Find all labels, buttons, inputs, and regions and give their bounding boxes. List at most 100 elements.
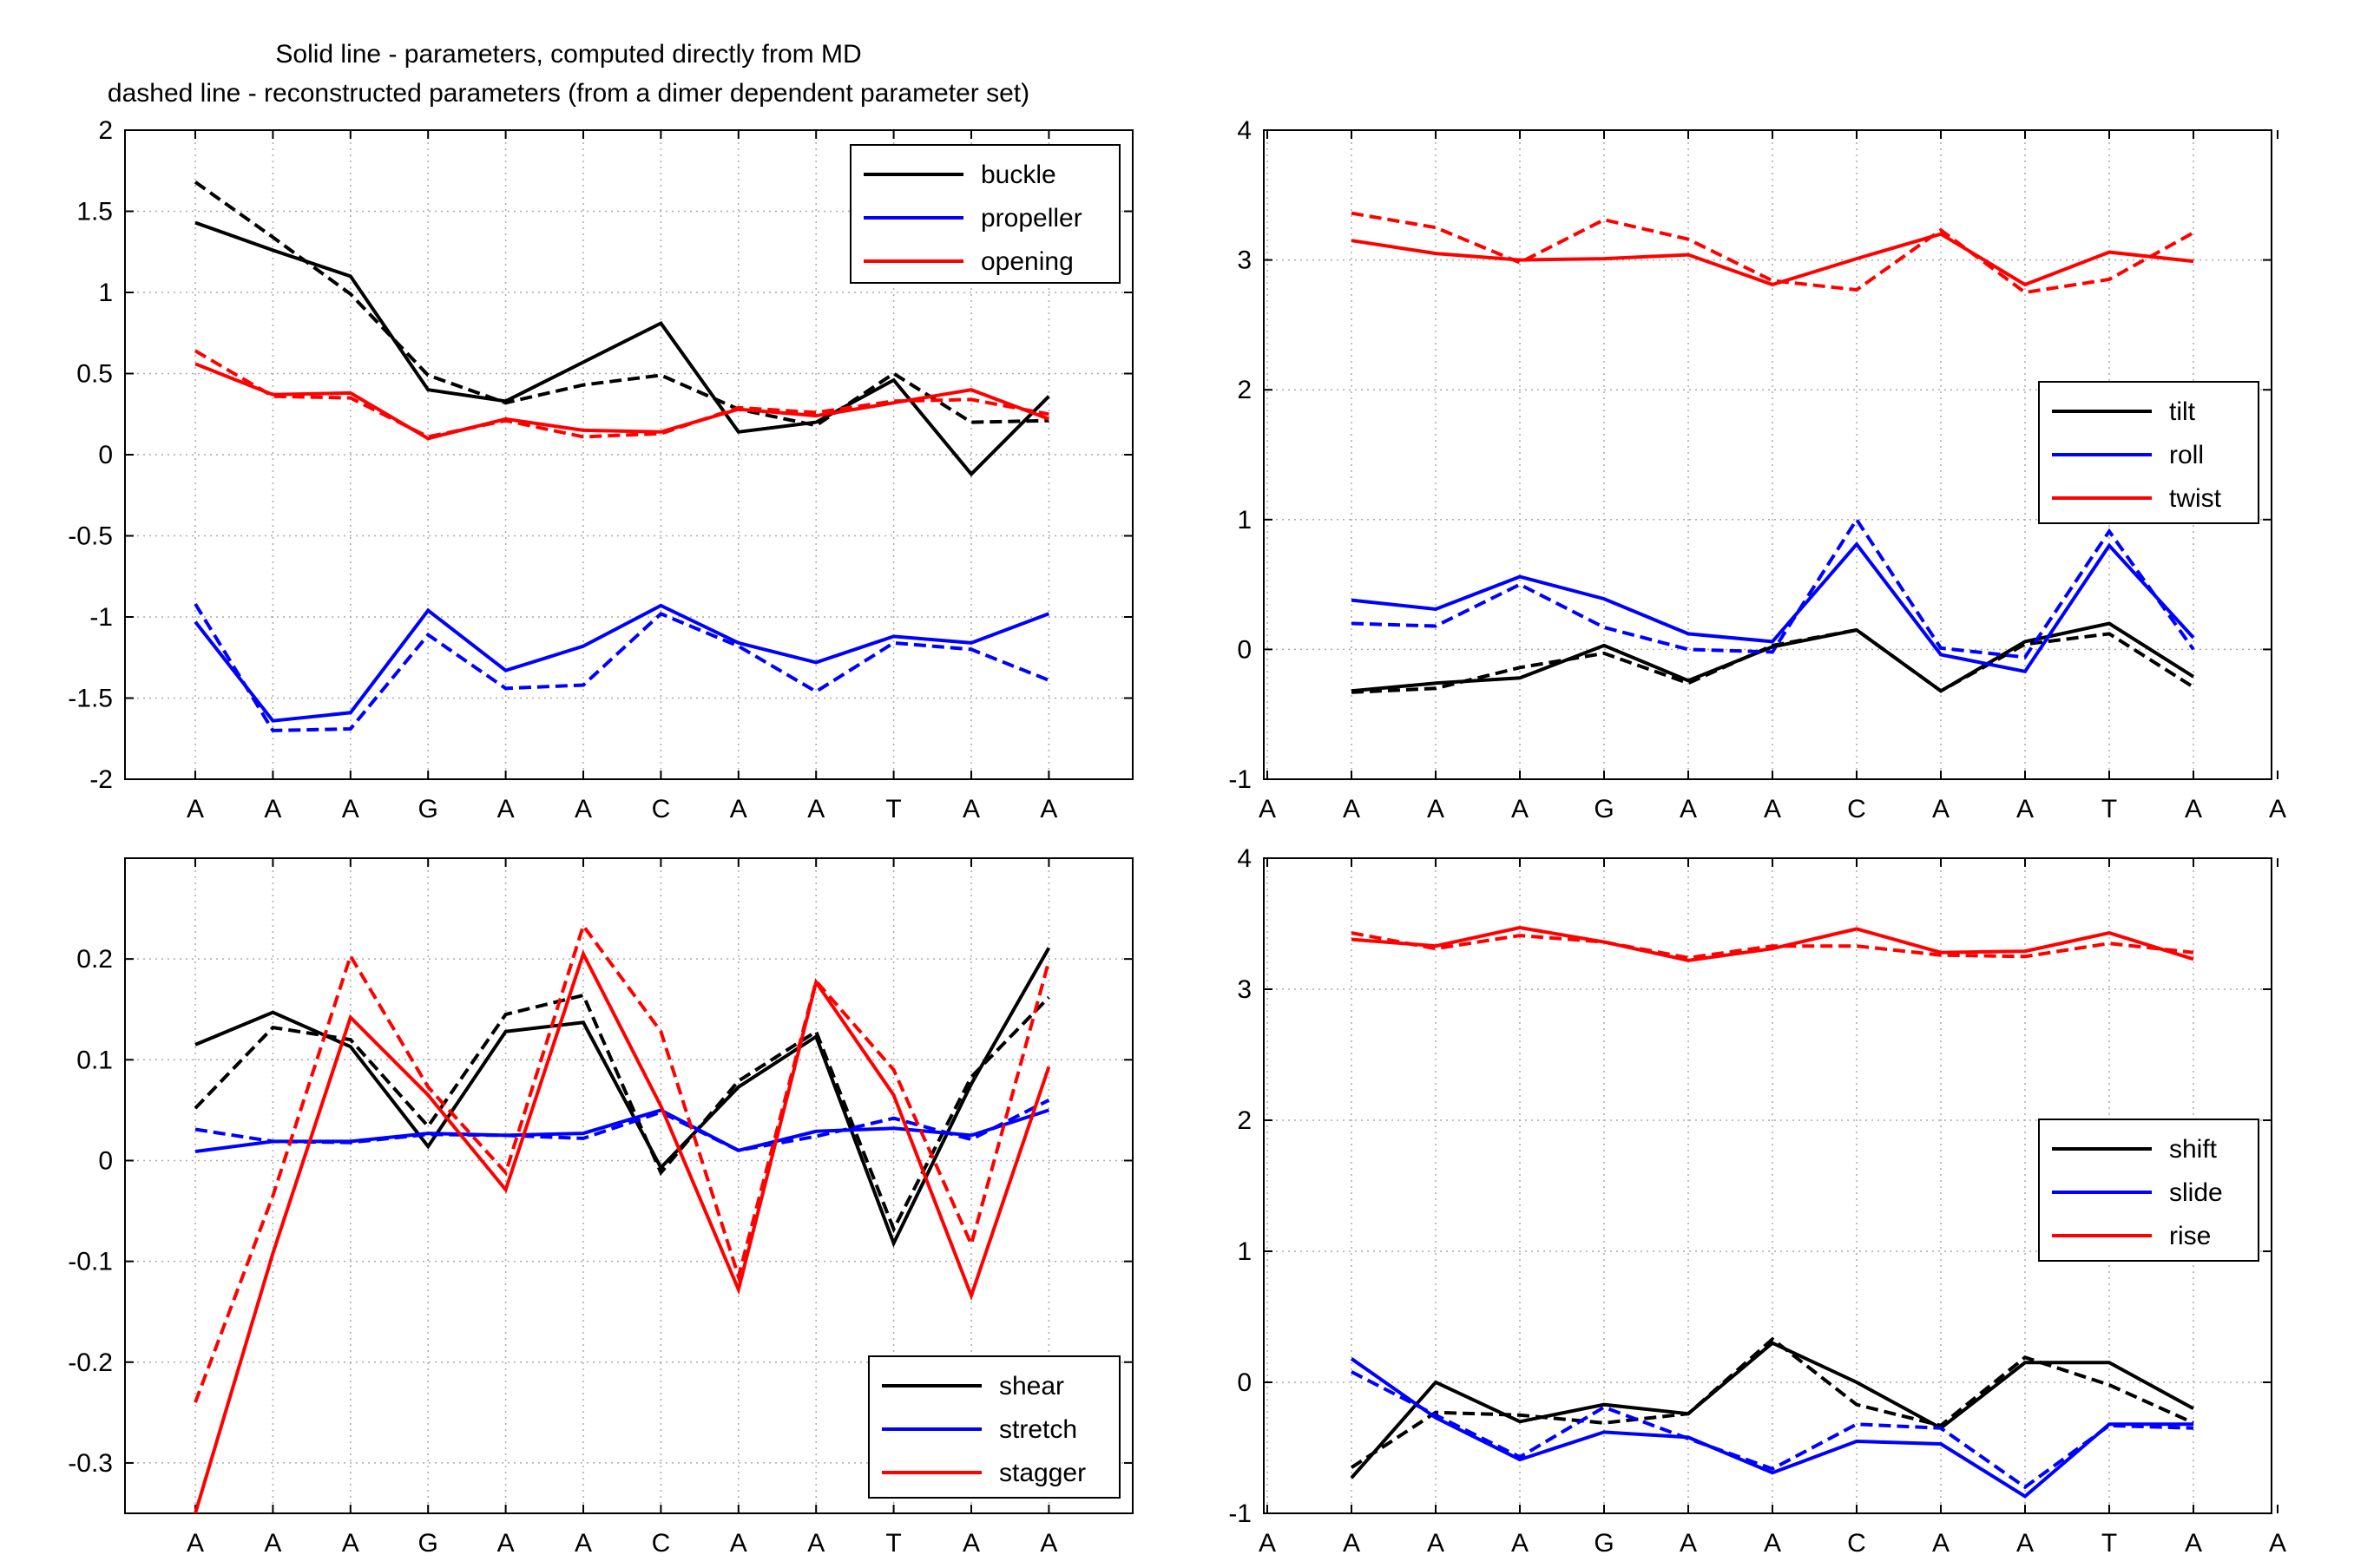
y-tick-label: 1 <box>1237 506 1252 535</box>
legend-label-shift: shift <box>2169 1135 2218 1164</box>
y-tick-label: -1.5 <box>68 685 113 713</box>
x-tick-label: A <box>1932 1529 1950 1558</box>
legend-label-tilt: tilt <box>2169 397 2196 426</box>
y-tick-label: -1 <box>1228 1499 1252 1528</box>
x-tick-label: A <box>264 1529 281 1558</box>
y-tick-label: 3 <box>1237 975 1252 1004</box>
x-tick-label: A <box>1343 795 1360 823</box>
x-tick-label: A <box>1427 1529 1444 1558</box>
series-line-slide-dashed <box>1351 1370 2194 1490</box>
legend: shift slide rise <box>2038 1119 2259 1262</box>
x-tick-label: A <box>1259 795 1276 823</box>
x-tick-label: A <box>2016 795 2034 823</box>
x-tick-label: A <box>730 1529 747 1558</box>
x-tick-label: A <box>187 1529 204 1558</box>
legend-label-propeller: propeller <box>981 204 1082 233</box>
series-line-stagger-dashed <box>194 922 1051 1403</box>
x-tick-label: A <box>1764 1529 1781 1558</box>
figure-title-line-1: Solid line - parameters, computed direct… <box>275 40 861 69</box>
x-tick-label: A <box>807 795 825 823</box>
x-tick-label: A <box>575 1529 592 1558</box>
legend-label-twist: twist <box>2169 484 2222 513</box>
y-tick-label: 0.1 <box>76 1046 113 1074</box>
x-tick-label: A <box>497 1529 515 1558</box>
series-line-propeller-dashed <box>194 602 1050 732</box>
y-tick-label: 3 <box>1237 246 1252 275</box>
series-line-rise-dashed <box>1351 931 2194 960</box>
y-tick-label: 0 <box>98 1146 113 1175</box>
axes-box <box>124 857 1134 1514</box>
series-line-shear-dashed <box>194 993 1050 1234</box>
legend-box <box>2038 1119 2259 1262</box>
series-line-buckle-dashed <box>194 180 1049 428</box>
x-tick-label: A <box>1427 795 1444 823</box>
y-tick-label: -1 <box>1228 765 1252 794</box>
x-tick-label: C <box>1847 1529 1866 1558</box>
y-tick-label: 1 <box>1237 1237 1252 1266</box>
x-tick-label: A <box>1040 795 1057 823</box>
x-tick-label: A <box>2185 795 2202 823</box>
legend-label-buckle: buckle <box>981 161 1056 189</box>
y-tick-label: 4 <box>1237 116 1252 145</box>
legend-label-shear: shear <box>999 1372 1064 1401</box>
y-tick-label: 2 <box>1237 1106 1252 1135</box>
x-tick-label: T <box>2101 1529 2117 1558</box>
x-tick-label: A <box>963 1529 980 1558</box>
series-line-shift-solid <box>1350 1341 2194 1479</box>
x-tick-label: A <box>497 795 515 823</box>
legend: tilt roll twist <box>2038 381 2259 524</box>
y-tick-label: 1.5 <box>76 198 113 226</box>
x-tick-label: T <box>885 1529 901 1558</box>
y-tick-label: 0.2 <box>76 945 113 974</box>
series-line-stagger-solid <box>194 949 1051 1513</box>
x-tick-label: A <box>2185 1529 2202 1558</box>
axes-box <box>1263 129 2272 780</box>
legend: buckle propeller opening <box>850 144 1121 284</box>
x-tick-label: A <box>1932 795 1950 823</box>
y-tick-label: -1 <box>89 603 113 632</box>
x-tick-label: A <box>575 795 592 823</box>
legend: shear stretch stagger <box>868 1355 1121 1499</box>
y-tick-label: 0 <box>1237 1368 1252 1397</box>
x-tick-label: A <box>1680 1529 1697 1558</box>
series-line-stretch-dashed <box>194 1099 1050 1152</box>
series-line-tilt-dashed <box>1351 627 2195 694</box>
series-line-tilt-solid <box>1351 621 2195 693</box>
x-tick-label: A <box>2016 1529 2034 1558</box>
legend-box <box>2038 381 2259 524</box>
x-tick-label: G <box>418 795 438 823</box>
y-tick-label: 4 <box>1237 844 1252 873</box>
legend-label-opening: opening <box>981 247 1074 276</box>
x-tick-label: T <box>2101 795 2117 823</box>
series-line-propeller-solid <box>194 603 1050 723</box>
y-tick-label: 0.5 <box>76 360 113 389</box>
x-tick-label: A <box>1343 1529 1360 1558</box>
legend-label-stagger: stagger <box>999 1459 1086 1487</box>
x-tick-label: A <box>1764 795 1781 823</box>
axes-box <box>1263 857 2272 1514</box>
x-tick-label: G <box>1594 795 1614 823</box>
x-tick-label: C <box>652 795 671 823</box>
legend-label-rise: rise <box>2169 1222 2211 1250</box>
x-tick-label: A <box>1511 795 1529 823</box>
legend-label-roll: roll <box>2169 441 2204 469</box>
series-line-buckle-solid <box>194 220 1050 477</box>
series-line-roll-solid <box>1351 541 2195 674</box>
x-tick-label: A <box>187 795 204 823</box>
y-tick-label: 2 <box>98 116 113 145</box>
x-tick-label: A <box>342 1529 359 1558</box>
series-line-shear-solid <box>194 947 1051 1248</box>
y-tick-label: 2 <box>1237 376 1252 404</box>
legend-box <box>868 1355 1121 1499</box>
x-tick-label: G <box>418 1529 438 1558</box>
y-tick-label: -0.5 <box>68 522 113 551</box>
x-tick-label: A <box>807 1529 825 1558</box>
legend-label-stretch: stretch <box>999 1415 1077 1444</box>
y-tick-label: 0 <box>1237 635 1252 664</box>
